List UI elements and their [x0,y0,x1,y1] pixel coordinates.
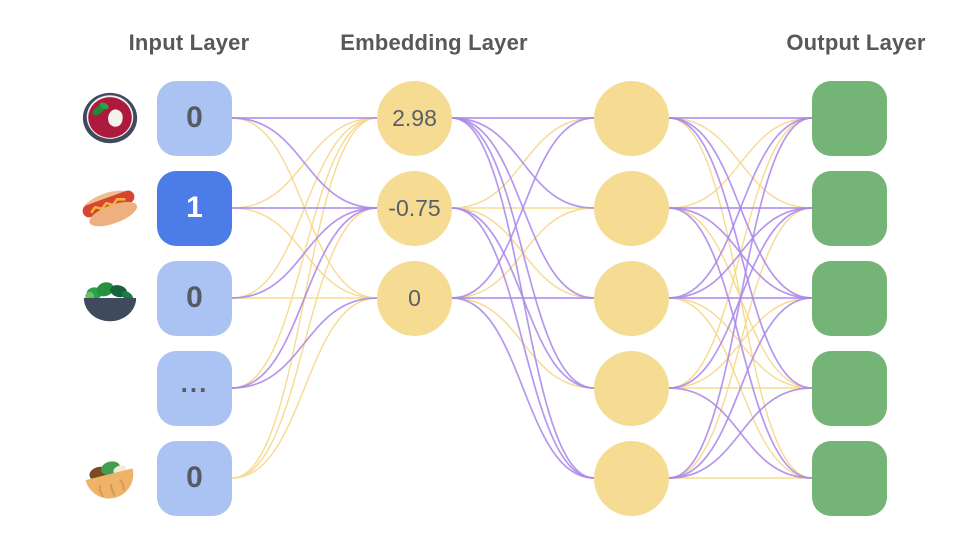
edge-input-to-embedding [231,297,378,389]
input-node-1-label: 0 [186,101,203,134]
edge-embedding-to-hidden [451,297,595,479]
hotdog-icon [82,190,138,227]
hidden-node-4 [594,350,669,426]
edge-hidden-to-output [668,117,813,299]
embedding-node-1-label: 2.98 [392,104,437,131]
input-node-1: 0 [157,80,232,156]
output-node-4 [812,350,887,426]
edge-hidden-to-output [668,117,813,479]
input-node-5-label: 0 [186,461,203,494]
hidden-node-2 [594,170,669,246]
output-node-3 [812,260,887,336]
edge-embedding-to-hidden [451,207,595,479]
input-layer-title: Input Layer [128,30,250,55]
embedding-node-3-label: 0 [408,284,421,311]
input-node-4-label: ... [180,368,209,398]
embedding-node-1: 2.98 [377,80,452,156]
embedding-node-2-label: -0.75 [388,194,441,221]
embedding-node-2: -0.75 [377,170,452,246]
hidden-node-1 [594,80,669,156]
pita-icon [85,461,134,499]
edge-hidden-to-output [668,207,813,299]
input-node-2: 1 [157,170,232,246]
edge-embedding-to-hidden [451,117,595,209]
edge-input-to-embedding [231,297,378,479]
input-node-5: 0 [157,440,232,516]
output-node-2 [812,170,887,246]
edge-hidden-to-output [668,297,813,479]
edge-hidden-to-output [668,207,813,479]
edge-hidden-to-output [668,117,813,209]
output-node-5 [812,440,887,516]
edge-embedding-to-hidden [451,117,595,389]
input-node-3: 0 [157,260,232,336]
output-layer-title: Output Layer [786,30,926,55]
embedding-node-3: 0 [377,260,452,336]
input-node-2-label: 1 [186,191,203,224]
soup-bowl-icon [82,92,138,144]
edge-input-to-embedding [231,207,378,299]
edge-embedding-to-hidden [451,117,595,299]
edge-hidden-to-output [668,387,813,479]
embedding-layer-title: Embedding Layer [340,30,528,55]
hidden-node-5 [594,440,669,516]
input-node-4: ... [157,350,232,426]
output-node-1 [812,80,887,156]
input-node-3-label: 0 [186,281,203,314]
hidden-node-3 [594,260,669,336]
edge-input-to-embedding [231,117,378,209]
salad-icon [83,282,137,322]
edge-input-to-embedding [231,207,378,389]
